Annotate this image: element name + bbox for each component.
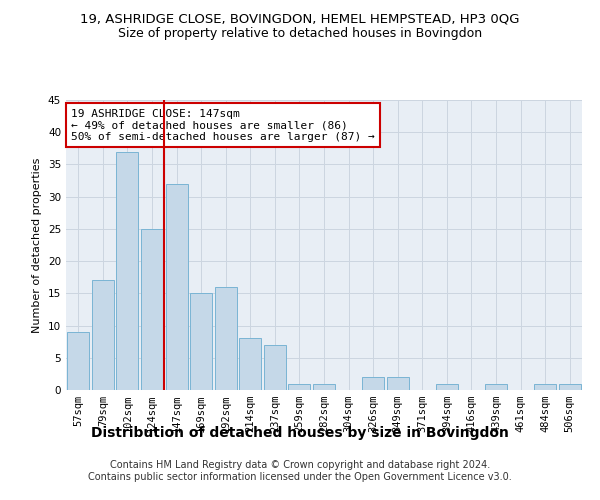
Bar — [215, 287, 237, 390]
Bar — [386, 377, 409, 390]
Text: Distribution of detached houses by size in Bovingdon: Distribution of detached houses by size … — [91, 426, 509, 440]
Bar — [190, 294, 212, 390]
Text: 19, ASHRIDGE CLOSE, BOVINGDON, HEMEL HEMPSTEAD, HP3 0QG: 19, ASHRIDGE CLOSE, BOVINGDON, HEMEL HEM… — [80, 12, 520, 26]
Text: Contains public sector information licensed under the Open Government Licence v3: Contains public sector information licen… — [88, 472, 512, 482]
Text: Contains HM Land Registry data © Crown copyright and database right 2024.: Contains HM Land Registry data © Crown c… — [110, 460, 490, 470]
Bar — [141, 229, 163, 390]
Bar — [264, 345, 286, 390]
Bar — [166, 184, 188, 390]
Bar — [559, 384, 581, 390]
Bar — [92, 280, 114, 390]
Text: 19 ASHRIDGE CLOSE: 147sqm
← 49% of detached houses are smaller (86)
50% of semi-: 19 ASHRIDGE CLOSE: 147sqm ← 49% of detac… — [71, 108, 375, 142]
Bar — [313, 384, 335, 390]
Bar — [116, 152, 139, 390]
Bar — [436, 384, 458, 390]
Bar — [485, 384, 507, 390]
Y-axis label: Number of detached properties: Number of detached properties — [32, 158, 43, 332]
Bar — [239, 338, 262, 390]
Bar — [534, 384, 556, 390]
Bar — [67, 332, 89, 390]
Bar — [289, 384, 310, 390]
Bar — [362, 377, 384, 390]
Text: Size of property relative to detached houses in Bovingdon: Size of property relative to detached ho… — [118, 28, 482, 40]
